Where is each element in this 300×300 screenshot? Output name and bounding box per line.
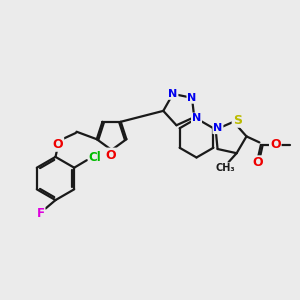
Text: N: N (192, 113, 201, 124)
Text: N: N (188, 93, 196, 103)
Text: N: N (168, 89, 178, 99)
Text: Cl: Cl (89, 151, 102, 164)
Text: O: O (270, 138, 280, 151)
Text: N: N (213, 123, 223, 133)
Text: CH₃: CH₃ (216, 163, 235, 173)
Text: S: S (233, 114, 242, 127)
Text: O: O (52, 138, 63, 151)
Text: O: O (106, 148, 116, 162)
Text: F: F (37, 207, 44, 220)
Text: O: O (252, 156, 262, 169)
